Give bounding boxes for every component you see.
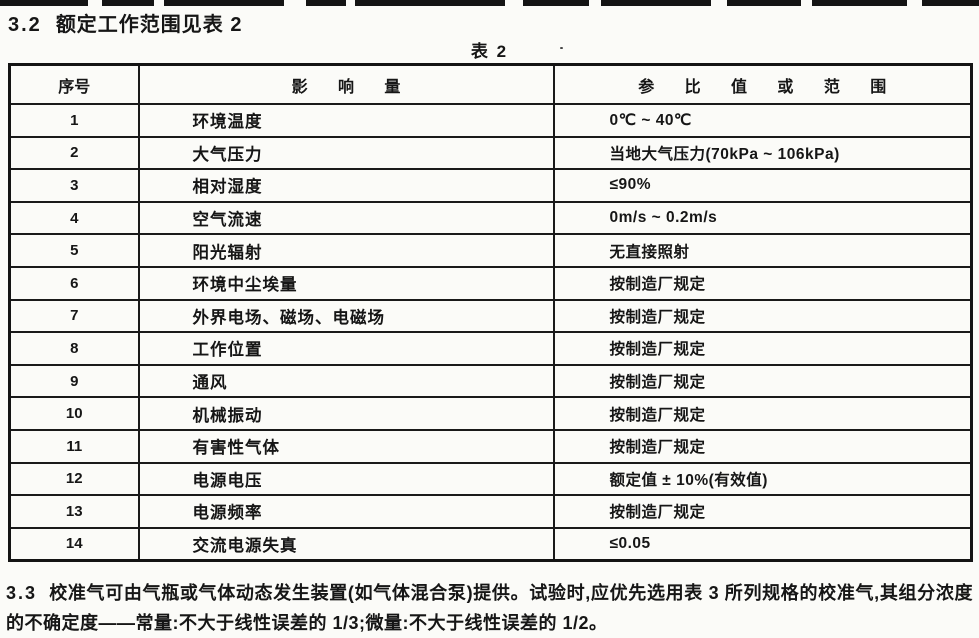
table-row: 5 阳光辐射 无直接照射: [8, 233, 973, 268]
row-factor: 阳光辐射: [137, 233, 555, 268]
row-range: 按制造厂规定: [552, 298, 973, 334]
table-row: 4 空气流速 0m/s ~ 0.2m/s: [8, 200, 973, 236]
row-range: 按制造厂规定: [552, 363, 973, 399]
table-row: 12 电源电压 额定值 ± 10%(有效值): [8, 461, 973, 497]
table-row: 9 通风 按制造厂规定: [8, 363, 973, 399]
table-row: 2 大气压力 当地大气压力(70kPa ~ 106kPa): [8, 135, 973, 171]
header-range: 参比值或范围: [552, 63, 973, 105]
row-no: 12: [8, 461, 140, 497]
row-no: 13: [8, 494, 140, 529]
row-no: 1: [8, 103, 140, 138]
header-no: 序号: [8, 63, 140, 105]
table-row: 11 有害性气体 按制造厂规定: [8, 428, 973, 464]
row-range: 按制造厂规定: [552, 428, 973, 464]
row-no: 4: [8, 200, 140, 236]
row-factor: 空气流速: [137, 200, 555, 236]
table-row: 13 电源频率 按制造厂规定: [8, 494, 973, 529]
table-header-row: 序号 影响量 参比值或范围: [8, 63, 973, 105]
row-no: 8: [8, 331, 140, 366]
table-row: 3 相对湿度 ≤90%: [8, 168, 973, 203]
section-heading-3-2: 3.2 额定工作范围见表 2: [8, 8, 243, 37]
row-no: 5: [8, 233, 140, 268]
row-no: 9: [8, 363, 140, 399]
row-range: 0℃ ~ 40℃: [552, 103, 973, 138]
header-factor: 影响量: [137, 63, 555, 105]
row-factor: 电源电压: [137, 461, 555, 497]
row-no: 3: [8, 168, 140, 203]
row-factor: 环境中尘埃量: [137, 265, 555, 301]
section-title: 额定工作范围见表 2: [55, 14, 243, 36]
row-no: 6: [8, 265, 140, 301]
table-row: 8 工作位置 按制造厂规定: [8, 331, 973, 366]
row-factor: 电源频率: [137, 494, 555, 529]
row-factor: 工作位置: [137, 331, 555, 366]
row-range: 按制造厂规定: [552, 265, 973, 301]
scan-noise-speck: [560, 47, 563, 49]
row-factor: 相对湿度: [137, 168, 555, 203]
table-row: 7 外界电场、磁场、电磁场 按制造厂规定: [8, 298, 973, 334]
row-no: 14: [8, 526, 140, 562]
row-no: 7: [8, 298, 140, 334]
section-number: 3.3: [6, 583, 38, 603]
row-range: 按制造厂规定: [552, 331, 973, 366]
section-number: 3.2: [8, 14, 42, 36]
row-no: 10: [8, 396, 140, 431]
section-paragraph-3-3: 3.3 校准气可由气瓶或气体动态发生装置(如气体混合泵)提供。试验时,应优先选用表…: [6, 578, 973, 638]
row-range: 按制造厂规定: [552, 494, 973, 529]
table-row: 6 环境中尘埃量 按制造厂规定: [8, 265, 973, 301]
rated-working-range-table: 序号 影响量 参比值或范围 1 环境温度 0℃ ~ 40℃ 2 大气压力 当地大…: [8, 63, 973, 562]
row-range: ≤0.05: [552, 526, 973, 562]
row-factor: 有害性气体: [137, 428, 555, 464]
row-factor: 通风: [137, 363, 555, 399]
row-range: 按制造厂规定: [552, 396, 973, 431]
row-factor: 大气压力: [137, 135, 555, 171]
row-range: ≤90%: [552, 168, 973, 203]
table-caption: 表 2: [470, 42, 509, 61]
row-factor: 交流电源失真: [137, 526, 555, 562]
row-range: 当地大气压力(70kPa ~ 106kPa): [552, 135, 973, 171]
row-no: 2: [8, 135, 140, 171]
section-text: 校准气可由气瓶或气体动态发生装置(如气体混合泵)提供。试验时,应优先选用表 3 …: [6, 583, 973, 633]
table-row: 14 交流电源失真 ≤0.05: [8, 526, 973, 562]
scan-artifact-top-rule: [0, 0, 979, 7]
table-row: 1 环境温度 0℃ ~ 40℃: [8, 103, 973, 138]
row-range: 额定值 ± 10%(有效值): [552, 461, 973, 497]
row-range: 0m/s ~ 0.2m/s: [552, 200, 973, 236]
row-factor: 机械振动: [137, 396, 555, 431]
row-no: 11: [8, 428, 140, 464]
table-row: 10 机械振动 按制造厂规定: [8, 396, 973, 431]
row-factor: 外界电场、磁场、电磁场: [137, 298, 555, 334]
row-factor: 环境温度: [137, 103, 555, 138]
row-range: 无直接照射: [552, 233, 973, 268]
